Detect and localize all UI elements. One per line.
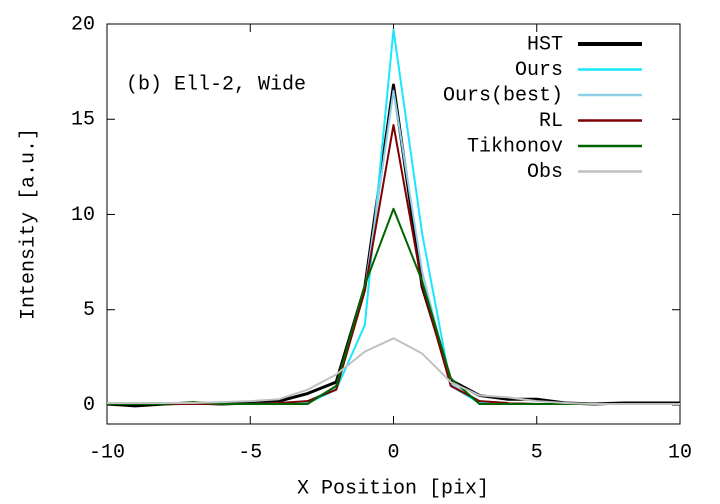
series-line	[107, 89, 680, 405]
x-tick-label: -5	[238, 441, 262, 464]
legend-label: RL	[539, 110, 563, 133]
legend-label: Ours(best)	[443, 84, 563, 107]
x-tick-label: 0	[387, 441, 399, 464]
x-tick-label: 10	[668, 441, 692, 464]
y-tick-label: 5	[83, 299, 95, 322]
y-tick-label: 20	[71, 13, 95, 36]
y-tick-label: 15	[71, 109, 95, 132]
series-line	[106, 83, 680, 408]
y-axis-label: Intensity [a.u.]	[17, 128, 40, 320]
y-tick-label: 10	[71, 204, 95, 227]
x-tick-label: 5	[531, 441, 543, 464]
x-axis-label: X Position [pix]	[297, 477, 489, 500]
x-tick-label: -10	[89, 441, 125, 464]
legend-label: Ours	[515, 59, 563, 82]
legend-label: Obs	[527, 161, 563, 184]
series-line	[107, 123, 680, 405]
annotation: (b) Ell-2, Wide	[126, 73, 306, 96]
legend-label: Tikhonov	[467, 135, 563, 158]
legend-label: HST	[527, 33, 563, 56]
series-line	[107, 337, 680, 405]
y-tick-label: 0	[83, 394, 95, 417]
series-line	[107, 207, 680, 405]
